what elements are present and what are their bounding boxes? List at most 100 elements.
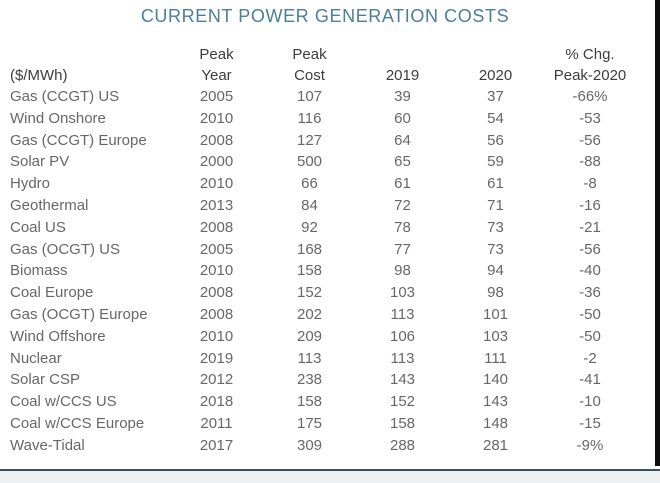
peak-cost-cell: 175 [296, 414, 323, 432]
y2020-cell: 56 [487, 131, 504, 149]
table-row: Biomass 2010 158 98 94 -40 [8, 260, 638, 282]
peak-year-cell: 2005 [199, 88, 234, 105]
technology-cell: Solar PV [10, 153, 70, 171]
pct-change-cell: -56 [579, 240, 601, 258]
peak-year-cell: 2018 [199, 393, 234, 411]
header-row: ($/MWh) Peak Year Peak Cost 2019 2020 [8, 42, 638, 86]
table-row: Coal Europe 2008 152 103 98 -36 [8, 282, 638, 304]
header-col-pct-change: % Chg. Peak-2020 [542, 42, 638, 86]
pct-change-cell: -88 [579, 153, 601, 171]
y2019-cell: 60 [394, 109, 411, 127]
y2020-cell: 71 [487, 196, 504, 214]
y2020-cell: 59 [487, 153, 504, 171]
table-row: Nuclear 2019 113 113 111 -2 [8, 348, 638, 370]
technology-cell: Hydro [10, 175, 51, 193]
peak-cost-cell: 84 [301, 196, 318, 214]
peak-cost-cell: 116 [297, 109, 322, 127]
table-row: Hydro 2010 66 61 61 -8 [8, 173, 638, 195]
table-row: Coal w/CCS US 2018 158 152 143 -10 [8, 391, 638, 413]
peak-year-cell: 2008 [199, 218, 234, 236]
y2019-cell: 78 [394, 218, 411, 236]
table-row: Wave-Tidal 2017 309 288 281 -9% [8, 435, 638, 457]
peak-cost-cell: 500 [296, 153, 323, 171]
pct-change-cell: -50 [579, 305, 601, 323]
peak-year-cell: 2010 [199, 175, 234, 193]
y2019-cell: 64 [394, 131, 411, 149]
peak-year-cell: 2013 [199, 196, 234, 214]
pct-change-cell: -53 [579, 109, 601, 127]
y2020-cell: 61 [487, 175, 504, 193]
right-edge-border [655, 0, 660, 466]
y2020-cell: 37 [487, 88, 504, 105]
header-pct-change-line2: Peak-2020 [553, 67, 627, 84]
table-row: Solar CSP 2012 238 143 140 -41 [8, 369, 638, 391]
y2019-cell: 72 [394, 196, 411, 214]
table-row: Wind Onshore 2010 116 60 54 -53 [8, 108, 638, 130]
peak-cost-cell: 152 [296, 284, 323, 302]
peak-year-cell: 2010 [199, 109, 234, 127]
peak-year-cell: 2017 [199, 436, 234, 454]
y2019-cell: 113 [390, 349, 415, 367]
peak-cost-cell: 127 [296, 131, 323, 149]
y2019-cell: 98 [394, 262, 411, 280]
peak-cost-cell: 66 [301, 175, 318, 193]
table-row: Geothermal 2013 84 72 71 -16 [8, 195, 638, 217]
header-col-technology: ($/MWh) [8, 42, 170, 86]
header-col-2020: 2020 [449, 42, 542, 86]
table-body: Gas (CCGT) US 2005 107 39 37 -66% Wind Onshore… [8, 86, 638, 457]
y2020-cell: 281 [482, 436, 509, 454]
technology-cell: Gas (OCGT) US [10, 240, 121, 258]
y2020-cell: 94 [487, 262, 504, 280]
technology-cell: Coal w/CCS Europe [10, 414, 145, 432]
table-row: Gas (CCGT) Europe 2008 127 64 56 -56 [8, 130, 638, 152]
pct-change-cell: -41 [579, 371, 601, 389]
header-peak-cost-line2: Cost [294, 67, 325, 84]
peak-year-cell: 2010 [199, 262, 234, 280]
header-col-2019: 2019 [356, 42, 449, 86]
peak-cost-cell: 238 [296, 371, 323, 389]
y2019-cell: 77 [394, 240, 411, 258]
peak-year-cell: 2011 [200, 414, 233, 432]
pct-change-cell: -56 [579, 131, 601, 149]
peak-cost-cell: 209 [296, 327, 323, 345]
y2020-cell: 103 [482, 327, 509, 345]
technology-cell: Gas (CCGT) Europe [10, 131, 147, 149]
peak-cost-cell: 168 [296, 240, 323, 258]
peak-cost-cell: 113 [297, 349, 322, 367]
peak-year-cell: 2005 [199, 240, 234, 258]
y2019-cell: 113 [390, 305, 415, 323]
pct-change-cell: -16 [579, 196, 601, 214]
header-2019-line2: 2019 [385, 67, 420, 84]
technology-cell: Wind Onshore [10, 109, 106, 127]
pct-change-cell: -2 [583, 349, 597, 367]
peak-cost-cell: 158 [296, 262, 323, 280]
peak-year-cell: 2008 [199, 131, 234, 149]
technology-cell: Coal Europe [10, 284, 94, 302]
y2020-cell: 143 [482, 393, 509, 411]
y2019-cell: 288 [389, 436, 416, 454]
pct-change-cell: -21 [579, 218, 601, 236]
y2019-cell: 103 [389, 284, 416, 302]
y2019-cell: 65 [394, 153, 411, 171]
table-row: Gas (CCGT) US 2005 107 39 37 -66% [8, 86, 638, 108]
peak-cost-cell: 202 [296, 305, 323, 323]
table-row: Wind Offshore 2010 209 106 103 -50 [8, 326, 638, 348]
y2019-cell: 61 [394, 175, 411, 193]
table-row: Gas (OCGT) Europe 2008 202 113 101 -50 [8, 304, 638, 326]
peak-year-cell: 2008 [199, 305, 234, 323]
table-row: Coal w/CCS Europe 2011 175 158 148 -15 [8, 413, 638, 435]
table-row: Solar PV 2000 500 65 59 -88 [8, 151, 638, 173]
pct-change-cell: -15 [579, 414, 601, 432]
pct-change-cell: -9% [576, 436, 604, 454]
header-col-peak-year: Peak Year [170, 42, 263, 86]
bottom-divider [0, 469, 660, 471]
technology-cell: Wind Offshore [10, 327, 106, 345]
header-col-peak-cost: Peak Cost [263, 42, 356, 86]
header-technology-line2: ($/MWh) [10, 67, 68, 84]
table-row: Coal US 2008 92 78 73 -21 [8, 217, 638, 239]
peak-year-cell: 2010 [199, 327, 234, 345]
table-row: Gas (OCGT) US 2005 168 77 73 -56 [8, 239, 638, 261]
power-costs-table: ($/MWh) Peak Year Peak Cost 2019 2020 [8, 42, 638, 457]
y2020-cell: 140 [482, 371, 509, 389]
y2020-cell: 54 [487, 109, 504, 127]
